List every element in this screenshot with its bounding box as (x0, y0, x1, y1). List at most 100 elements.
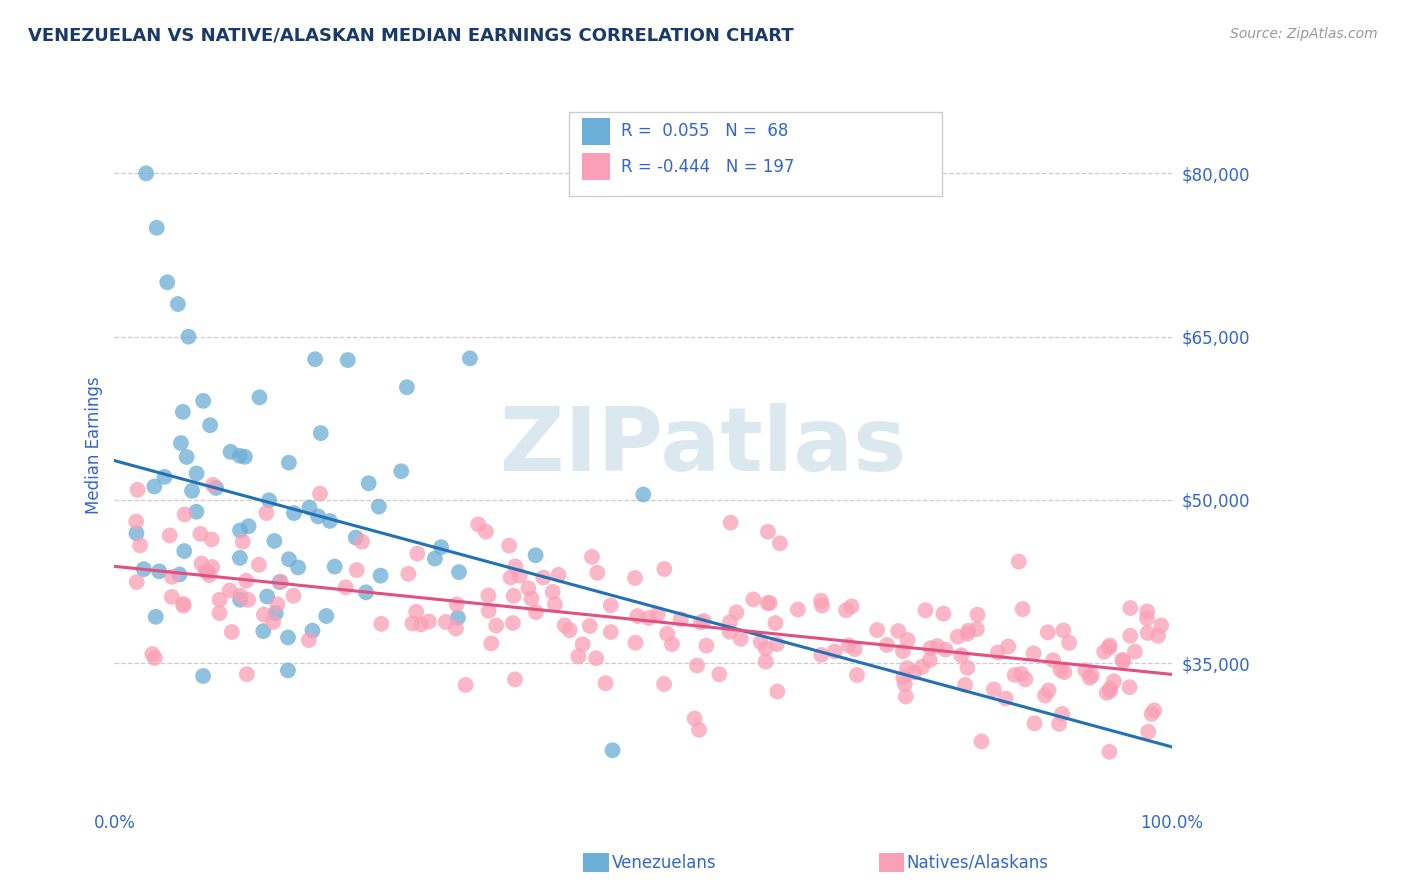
Point (983, 682, 1005, 697)
Point (581, 549, 603, 564)
Point (172, 597, 194, 611)
Point (125, 515, 148, 529)
Point (395, 380, 418, 394)
Point (755, 641, 778, 656)
Point (277, 456, 299, 470)
Point (970, 734, 993, 748)
Point (503, 673, 526, 687)
Point (229, 589, 252, 603)
Point (467, 517, 489, 532)
Point (160, 570, 183, 584)
Point (903, 665, 925, 680)
Point (236, 592, 259, 607)
Point (160, 590, 183, 604)
Point (125, 526, 148, 541)
Point (309, 426, 332, 441)
Point (720, 516, 742, 530)
Text: Venezuelans: Venezuelans (612, 854, 716, 871)
Point (430, 540, 453, 554)
Point (229, 550, 252, 565)
Point (571, 637, 593, 651)
Point (283, 589, 305, 603)
Point (966, 622, 988, 636)
Point (191, 393, 214, 408)
Point (357, 476, 380, 491)
Point (1136, 611, 1159, 625)
Point (319, 514, 342, 528)
Point (411, 617, 433, 632)
Point (201, 478, 224, 492)
Point (228, 449, 250, 463)
Point (229, 592, 252, 607)
Point (749, 635, 772, 649)
Point (418, 615, 440, 629)
Point (346, 563, 368, 577)
Point (262, 615, 284, 629)
Point (1123, 645, 1146, 659)
Point (554, 618, 576, 632)
Point (695, 639, 717, 653)
Text: Natives/Alaskans: Natives/Alaskans (907, 854, 1049, 871)
Point (686, 658, 709, 673)
Point (370, 568, 392, 582)
Point (897, 632, 920, 647)
Point (186, 467, 208, 481)
Point (170, 436, 193, 450)
Point (1098, 745, 1121, 759)
Point (894, 690, 917, 704)
Point (1074, 663, 1097, 677)
Text: R = -0.444   N = 197: R = -0.444 N = 197 (621, 158, 794, 176)
Point (661, 637, 683, 651)
Point (298, 633, 321, 648)
Point (277, 552, 299, 566)
Point (932, 607, 955, 621)
Point (173, 544, 195, 558)
Point (269, 575, 291, 590)
Point (896, 661, 918, 675)
Point (256, 590, 278, 604)
Point (1047, 716, 1070, 731)
Point (994, 691, 1017, 706)
Point (1080, 668, 1102, 682)
Point (652, 562, 675, 576)
Point (1024, 716, 1046, 731)
Point (756, 524, 779, 539)
Point (229, 524, 252, 538)
Point (167, 297, 190, 311)
Point (190, 527, 212, 541)
Point (1033, 689, 1056, 703)
Point (1137, 724, 1160, 739)
Point (125, 575, 148, 590)
Point (718, 624, 741, 639)
Point (309, 486, 332, 500)
Point (298, 500, 321, 515)
Point (957, 624, 980, 638)
Point (200, 533, 222, 547)
Point (997, 640, 1019, 654)
Point (1102, 674, 1125, 689)
Point (499, 570, 522, 584)
Point (235, 574, 257, 588)
Point (370, 616, 392, 631)
Point (145, 220, 167, 235)
Point (503, 559, 526, 574)
Point (1004, 668, 1026, 682)
Point (389, 464, 412, 478)
Point (141, 647, 163, 661)
Point (446, 598, 468, 612)
Point (657, 627, 679, 641)
Point (1143, 703, 1166, 717)
Point (652, 677, 675, 691)
Point (918, 653, 941, 667)
Point (304, 352, 326, 367)
Point (1147, 629, 1170, 643)
Point (509, 568, 531, 582)
Text: Source: ZipAtlas.com: Source: ZipAtlas.com (1230, 27, 1378, 41)
Point (478, 604, 501, 618)
Point (307, 509, 329, 524)
Point (264, 606, 287, 620)
Point (148, 565, 170, 579)
Point (127, 483, 149, 497)
Point (669, 612, 692, 626)
Point (208, 592, 231, 607)
